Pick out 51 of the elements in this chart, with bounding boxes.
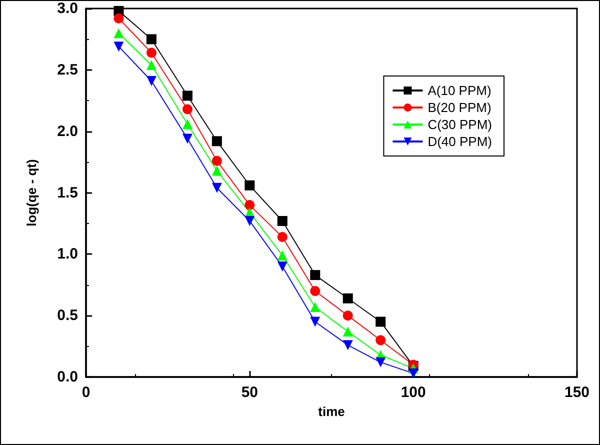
point [182,134,192,144]
legend-label: C(30 PPM) [428,117,492,132]
point [376,335,386,346]
point [408,368,418,378]
point [376,316,386,327]
legend-label: A(10 PPM) [428,83,492,98]
point [212,156,222,166]
point [277,216,288,226]
point [244,216,255,226]
point [277,250,288,260]
point [310,316,320,327]
point [277,261,288,272]
legend-label: D(40 PPM) [428,134,492,149]
y-tick-label: 1.0 [57,246,78,263]
point [376,357,386,368]
x-tick-label: 50 [241,384,258,401]
x-axis-title: time [318,404,345,419]
point [342,340,353,350]
point [212,182,222,193]
point [310,286,320,296]
legend-label: B(20 PPM) [428,100,492,115]
point [244,200,255,210]
point [182,118,192,129]
point [277,232,288,242]
point [212,136,222,146]
y-tick-label: 2.5 [57,61,78,78]
point [114,42,124,52]
x-tick-label: 150 [564,384,590,401]
point [146,60,156,70]
y-tick-label: 2.0 [57,122,78,140]
point [342,326,353,337]
point [114,28,124,38]
y-tick-label: 0.5 [57,307,78,324]
point [212,166,222,176]
y-tick-label: 3.0 [57,0,78,17]
y-axis-title: log(qe - qt) [24,159,39,226]
point [342,310,353,321]
point [244,180,255,190]
point [310,302,320,312]
point [182,90,192,101]
point [342,293,353,304]
point [114,13,124,24]
point [310,270,320,280]
point [146,48,156,58]
point [146,34,156,44]
x-tick-label: 0 [82,384,90,401]
y-tick-label: 0.0 [57,368,78,386]
point [182,104,192,114]
point [146,76,156,86]
y-tick-label: 1.5 [57,184,78,202]
x-tick-label: 100 [400,384,426,401]
